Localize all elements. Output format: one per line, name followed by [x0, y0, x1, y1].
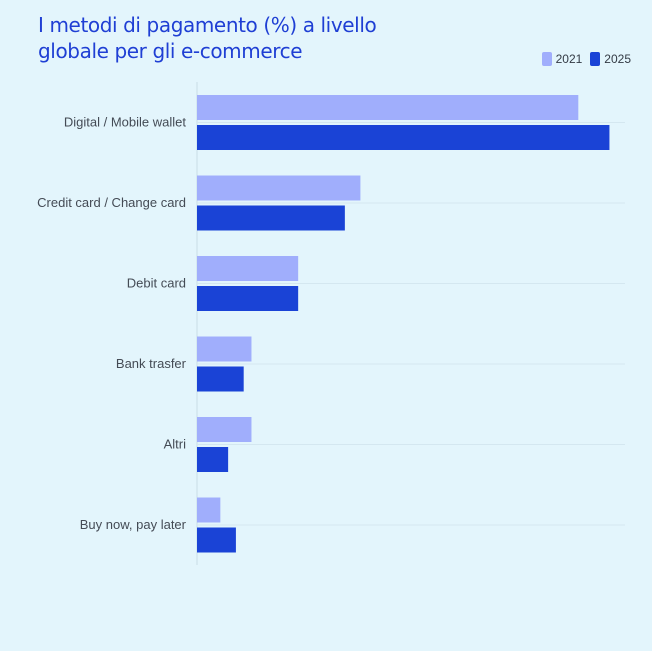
category-label: Bank trasfer: [116, 356, 187, 371]
bar-2021: [197, 497, 221, 523]
bar-2025: [197, 527, 236, 553]
category-label: Credit card / Change card: [37, 195, 186, 210]
bar-2021: [197, 256, 299, 281]
legend-swatch-2025: [590, 52, 601, 66]
legend-swatch-2021: [541, 52, 552, 66]
legend-label-2021: 2021: [555, 52, 583, 66]
bar-2021: [197, 95, 579, 120]
legend-label-2025: 2025: [604, 52, 631, 66]
bar-2021: [197, 417, 252, 442]
category-label: Digital / Mobile wallet: [64, 115, 186, 130]
bar-2025: [197, 125, 610, 150]
legend: 2021 2025: [541, 52, 631, 66]
bar-2025: [197, 205, 345, 231]
bar-2021: [197, 336, 252, 362]
bar-2025: [197, 366, 244, 392]
bar-2021: [197, 175, 361, 201]
category-label: Buy now, pay later: [80, 517, 187, 532]
bar-2025: [197, 286, 299, 311]
bar-2025: [197, 447, 229, 472]
legend-item-2021: 2021: [541, 52, 583, 66]
category-label: Altri: [164, 437, 187, 452]
chart-title: I metodi di pagamento (%) a livello glob…: [38, 13, 377, 63]
category-label: Debit card: [127, 276, 186, 291]
legend-item-2025: 2025: [590, 52, 631, 66]
